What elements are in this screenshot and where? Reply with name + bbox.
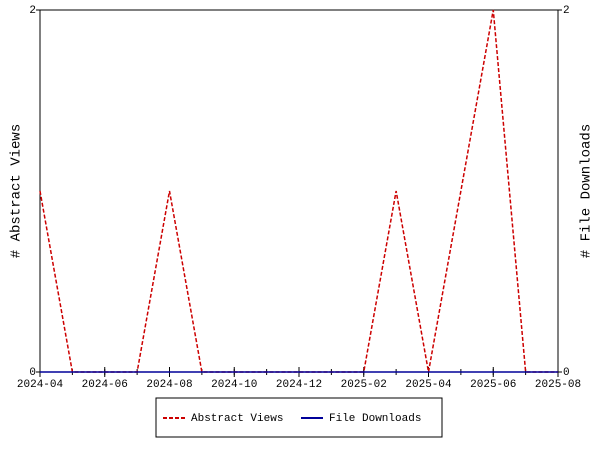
x-tick-label: 2025-06 [470, 379, 516, 391]
x-tick-label: 2025-08 [535, 379, 581, 391]
x-tick-label: 2024-08 [146, 379, 192, 391]
legend [155, 397, 443, 438]
x-tick-label: 2024-12 [276, 379, 322, 391]
x-tick-label: 2025-02 [341, 379, 387, 391]
y2-tick-label: 0 [563, 367, 570, 379]
plot-area [39, 9, 559, 373]
legend-label: Abstract Views [191, 413, 283, 425]
y-axis-title: # Abstract Views [9, 124, 25, 258]
x-tick-label: 2025-04 [405, 379, 452, 391]
x-tick-label: 2024-06 [82, 379, 128, 391]
y-tick-label: 0 [29, 367, 36, 379]
x-tick-label: 2024-10 [211, 379, 257, 391]
y2-tick-label: 2 [563, 5, 570, 17]
y-tick-label: 2 [29, 5, 36, 17]
y2-axis-title: # File Downloads [579, 124, 595, 258]
legend-label: File Downloads [329, 413, 421, 425]
x-tick-label: 2024-04 [17, 379, 64, 391]
